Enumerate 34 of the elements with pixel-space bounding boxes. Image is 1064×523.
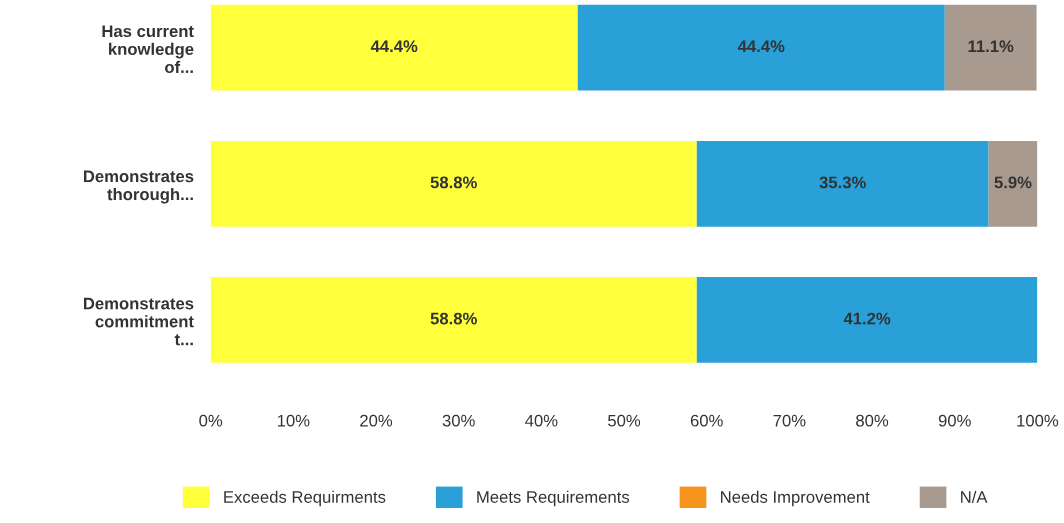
x-tick-label: 80%: [856, 414, 889, 427]
data-label: 35.3%: [819, 176, 866, 189]
x-tick-label: 40%: [525, 414, 558, 427]
bar: [696, 140, 989, 227]
data-label: 11.1%: [968, 40, 1014, 53]
data-label: 41.2%: [843, 312, 891, 325]
y-tick-label: Demonstrates commitment t...: [83, 297, 194, 346]
x-tick-label: 50%: [608, 414, 641, 427]
y-tick-label: Demonstrates thorough...: [83, 170, 194, 204]
y-tick-label: Has current knowledge of...: [102, 25, 194, 74]
bar: [988, 140, 1038, 227]
legend-label: Exceeds Requirments: [224, 490, 386, 507]
data-label: 44.4%: [370, 40, 418, 53]
bar: [210, 277, 697, 363]
data-label: 58.8%: [430, 312, 477, 325]
legend-label: Needs Improvement: [721, 490, 870, 507]
x-tick-label: 30%: [442, 414, 475, 427]
bar: [210, 140, 697, 227]
x-tick-label: 60%: [690, 414, 723, 427]
legend-label: Meets Requirements: [477, 490, 630, 507]
bar: [210, 4, 578, 91]
data-label: 44.4%: [737, 40, 785, 53]
x-tick-label: 10%: [277, 414, 310, 427]
legend-label: N/A: [961, 490, 988, 503]
x-tick-label: 70%: [773, 414, 806, 427]
x-tick-label: 0%: [199, 414, 223, 427]
x-tick-label: 20%: [360, 414, 393, 427]
bar: [696, 277, 1038, 363]
bar: [577, 4, 945, 91]
x-tick-label: 100%: [1017, 414, 1059, 427]
bar: [944, 4, 1037, 91]
data-label: 58.8%: [430, 176, 477, 189]
x-tick-label: 90%: [938, 414, 971, 427]
data-label: 5.9%: [994, 176, 1032, 189]
